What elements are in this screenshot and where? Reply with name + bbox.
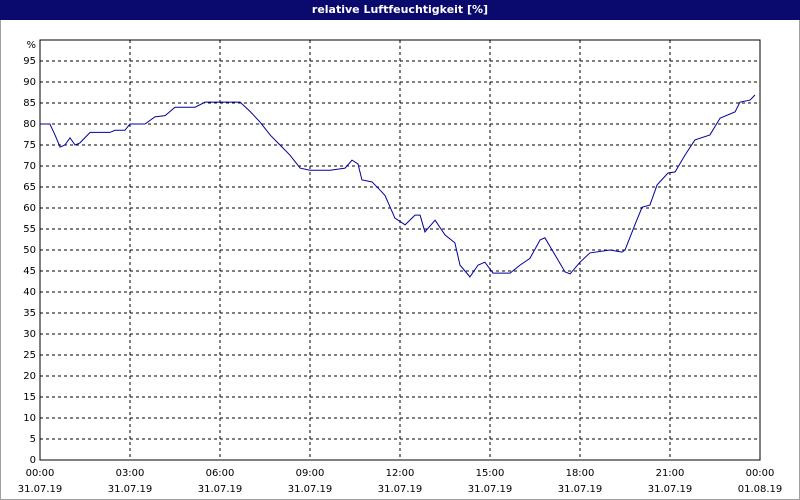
- y-tick-label: 70: [23, 161, 36, 172]
- x-tick-date: 31.07.19: [648, 484, 693, 495]
- x-tick-label: 00:00: [746, 468, 775, 479]
- x-tick-date: 31.07.19: [378, 484, 423, 495]
- y-tick-label: 45: [23, 266, 36, 277]
- y-tick-label: 85: [23, 98, 36, 109]
- x-tick-label: 18:00: [566, 468, 595, 479]
- y-tick-label: 0: [30, 455, 36, 466]
- x-tick-label: 06:00: [206, 468, 235, 479]
- x-tick-date: 31.07.19: [18, 484, 63, 495]
- y-axis-label: %: [26, 40, 36, 51]
- y-tick-label: 50: [23, 245, 36, 256]
- x-tick-label: 03:00: [116, 468, 145, 479]
- y-tick-label: 10: [23, 413, 36, 424]
- x-tick-label: 00:00: [26, 468, 55, 479]
- y-tick-label: 15: [23, 392, 36, 403]
- y-tick-label: 5: [30, 434, 36, 445]
- x-tick-date: 31.07.19: [198, 484, 243, 495]
- y-tick-label: 80: [23, 119, 36, 130]
- x-tick-date: 31.07.19: [288, 484, 333, 495]
- data-line: [40, 94, 756, 278]
- y-tick-label: 65: [23, 182, 36, 193]
- x-tick-label: 21:00: [656, 468, 685, 479]
- x-tick-label: 15:00: [476, 468, 505, 479]
- y-tick-label: 60: [23, 203, 36, 214]
- y-tick-label: 25: [23, 350, 36, 361]
- title-bar: [0, 0, 800, 20]
- y-tick-label: 95: [23, 56, 36, 67]
- y-tick-label: 40: [23, 287, 36, 298]
- y-tick-label: 30: [23, 329, 36, 340]
- y-tick-label: 35: [23, 308, 36, 319]
- x-tick-date: 01.08.19: [738, 484, 783, 495]
- y-tick-label: 55: [23, 224, 36, 235]
- x-tick-date: 31.07.19: [108, 484, 153, 495]
- x-tick-date: 31.07.19: [558, 484, 603, 495]
- x-tick-date: 31.07.19: [468, 484, 513, 495]
- chart-title: relative Luftfeuchtigkeit [%]: [312, 3, 488, 16]
- x-tick-label: 09:00: [296, 468, 325, 479]
- x-tick-label: 12:00: [386, 468, 415, 479]
- y-tick-label: 20: [23, 371, 36, 382]
- y-tick-label: 75: [23, 140, 36, 151]
- y-tick-label: 90: [23, 77, 36, 88]
